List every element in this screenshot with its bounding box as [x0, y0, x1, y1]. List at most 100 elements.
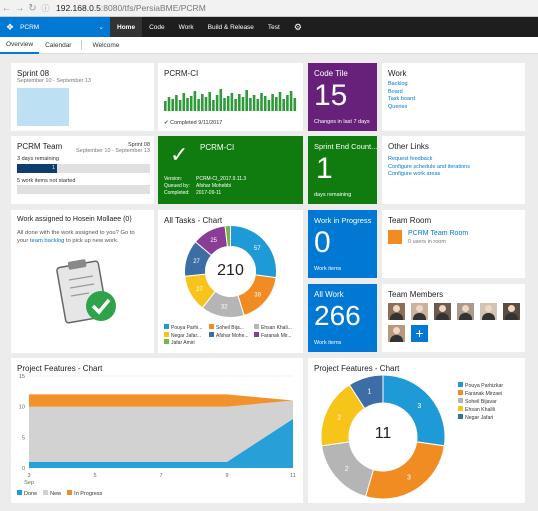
ci-build-bar[interactable]	[197, 99, 200, 111]
team-room-link[interactable]: PCRM Team Room	[408, 230, 469, 237]
sprint-end-tile[interactable]: Sprint End Count... 1 days remaining	[308, 136, 377, 204]
ci-build-bar[interactable]	[219, 89, 223, 111]
link-backlog[interactable]: Backlog	[388, 81, 408, 87]
settings-gear-icon[interactable]: ⚙	[293, 21, 302, 32]
ci-build-bar[interactable]	[271, 94, 274, 111]
avatar[interactable]	[388, 303, 405, 320]
sprint-tile[interactable]: Sprint 08 September 10 - September 13	[11, 63, 154, 131]
ci-build-bar[interactable]	[171, 99, 174, 111]
legend-item[interactable]: Faranak Mir...	[254, 331, 299, 340]
all-work-tile[interactable]: All Work 266 Work items	[308, 284, 377, 352]
ci-build-bar[interactable]	[241, 97, 245, 111]
ci-build-bar[interactable]	[234, 99, 237, 111]
link-queries[interactable]: Queries	[388, 103, 408, 110]
ci-build-bar[interactable]	[186, 98, 189, 111]
donut-slice[interactable]	[364, 441, 445, 500]
code-tile[interactable]: Code Tile 15 Changes in last 7 days	[308, 63, 377, 131]
legend-item[interactable]: Ehsan Khali...	[254, 324, 299, 332]
nav-build-release[interactable]: Build & Release	[207, 23, 254, 31]
back-icon[interactable]: ←	[1, 2, 12, 14]
ci-build-bar[interactable]	[289, 91, 293, 111]
legend-item[interactable]: In Progress	[67, 490, 102, 497]
ci-build-bar[interactable]	[256, 99, 260, 111]
ci-build-bar[interactable]	[193, 91, 197, 111]
reload-icon[interactable]: ↻	[28, 2, 37, 14]
donut-slice[interactable]	[348, 374, 384, 410]
ci-build-bar[interactable]	[212, 100, 215, 111]
ci-build-bar[interactable]	[267, 100, 271, 111]
donut-slice[interactable]	[224, 224, 231, 248]
link-board[interactable]: Board	[388, 88, 403, 95]
legend-item[interactable]: Negar Jafari	[458, 414, 503, 422]
tab-welcome[interactable]: Welcome	[92, 41, 120, 49]
url-field[interactable]: 192.168.0.5:8080/tfs/PersiaBME/PCRM	[56, 3, 206, 13]
nav-test[interactable]: Test	[267, 23, 280, 31]
ci-build-bar[interactable]	[245, 90, 248, 111]
nav-home[interactable]: Home	[110, 17, 143, 37]
legend-item[interactable]: Afshar Mohe...	[209, 331, 254, 340]
legend-item[interactable]: Soheil Bijavar	[458, 398, 503, 406]
link-task-board[interactable]: Task board	[388, 96, 415, 102]
ci-build-bar[interactable]	[260, 93, 263, 111]
team-backlog-link[interactable]: team backlog	[29, 238, 65, 244]
ci-build-bar[interactable]	[293, 98, 297, 111]
legend-item[interactable]: Soheil Bija...	[209, 324, 254, 332]
ci-build-tile[interactable]: ✓ PCRM-CI Version: PCRM-CI_2017.9.11.3 Qu…	[158, 136, 303, 204]
area-series-done[interactable]	[29, 418, 293, 468]
link-configure-schedule[interactable]: Configure schedule and iterations	[388, 163, 470, 170]
avatar[interactable]	[480, 303, 497, 320]
ci-build-bar[interactable]	[263, 96, 267, 111]
project-features-area-tile[interactable]: Project Features - Chart 0 5 10 15 3 5 7 9 11 Sep…	[11, 358, 303, 503]
info-icon[interactable]: ⓘ	[41, 3, 50, 13]
nav-code[interactable]: Code	[149, 23, 165, 31]
team-tile[interactable]: PCRM Team Sprint 08 September 10 - Septe…	[11, 136, 154, 204]
ci-build-bar[interactable]	[230, 93, 234, 111]
avatar[interactable]	[411, 303, 428, 320]
ci-build-chart-tile[interactable]: PCRM-CI ✔ Completed 9/11/2017	[158, 63, 303, 131]
ci-build-bar[interactable]	[278, 92, 282, 111]
area-series-new[interactable]	[29, 400, 293, 462]
link-configure-areas[interactable]: Configure work areas	[388, 171, 441, 177]
avatar[interactable]	[388, 325, 405, 342]
project-selector[interactable]: ❖ PCRM ⌄	[0, 17, 110, 37]
ci-build-bar[interactable]	[164, 101, 167, 111]
ci-build-bar[interactable]	[215, 95, 219, 111]
link-request-feedback[interactable]: Request feedback	[388, 156, 433, 162]
area-series-in-progress[interactable]	[29, 394, 293, 407]
ci-build-bar[interactable]	[182, 93, 186, 111]
ci-build-bar[interactable]	[201, 94, 204, 111]
legend-item[interactable]: Jafar Amiri	[164, 339, 209, 347]
all-tasks-chart-tile[interactable]: All Tasks - Chart 57 38 32 27 27 25 210 Pouya…	[158, 210, 303, 353]
avatar[interactable]	[503, 303, 520, 320]
ci-build-bar[interactable]	[252, 95, 256, 111]
donut-slice[interactable]	[382, 374, 446, 447]
ci-build-bar[interactable]	[189, 96, 193, 111]
ci-build-bar[interactable]	[249, 98, 252, 111]
wip-tile[interactable]: Work in Progress 0 Work items	[308, 210, 377, 278]
ci-build-bar[interactable]	[226, 96, 230, 111]
legend-item[interactable]: New	[43, 490, 61, 497]
add-member-button[interactable]: +	[411, 325, 428, 342]
project-features-donut-tile[interactable]: Project Features - Chart 3 3 2 2 1 11 Pouya …	[308, 358, 525, 503]
legend-item[interactable]: Done	[17, 490, 37, 497]
tab-calendar[interactable]: Calendar	[45, 41, 72, 49]
ci-build-bar[interactable]	[167, 97, 171, 111]
nav-work[interactable]: Work	[178, 23, 194, 31]
ci-build-bar[interactable]	[178, 100, 182, 111]
ci-build-bar[interactable]	[223, 98, 226, 111]
ci-build-bar[interactable]	[238, 94, 241, 111]
legend-item[interactable]: Pouya Parhi...	[164, 324, 209, 332]
legend-item[interactable]: Pouya Parhizkar	[458, 382, 503, 390]
avatar[interactable]	[434, 303, 451, 320]
forward-icon[interactable]: →	[14, 2, 25, 14]
legend-item[interactable]: Negar Jafar...	[164, 331, 209, 340]
ci-build-bar[interactable]	[208, 92, 211, 111]
legend-item[interactable]: Faranak Mirzaei	[458, 390, 503, 398]
legend-item[interactable]: Ehsan Khalili	[458, 406, 503, 414]
ci-build-bar[interactable]	[282, 99, 285, 111]
ci-build-bar[interactable]	[286, 95, 289, 111]
ci-build-bar[interactable]	[204, 97, 208, 111]
ci-build-bar[interactable]	[275, 97, 278, 111]
avatar[interactable]	[457, 303, 474, 320]
ci-build-bar[interactable]	[175, 95, 178, 111]
